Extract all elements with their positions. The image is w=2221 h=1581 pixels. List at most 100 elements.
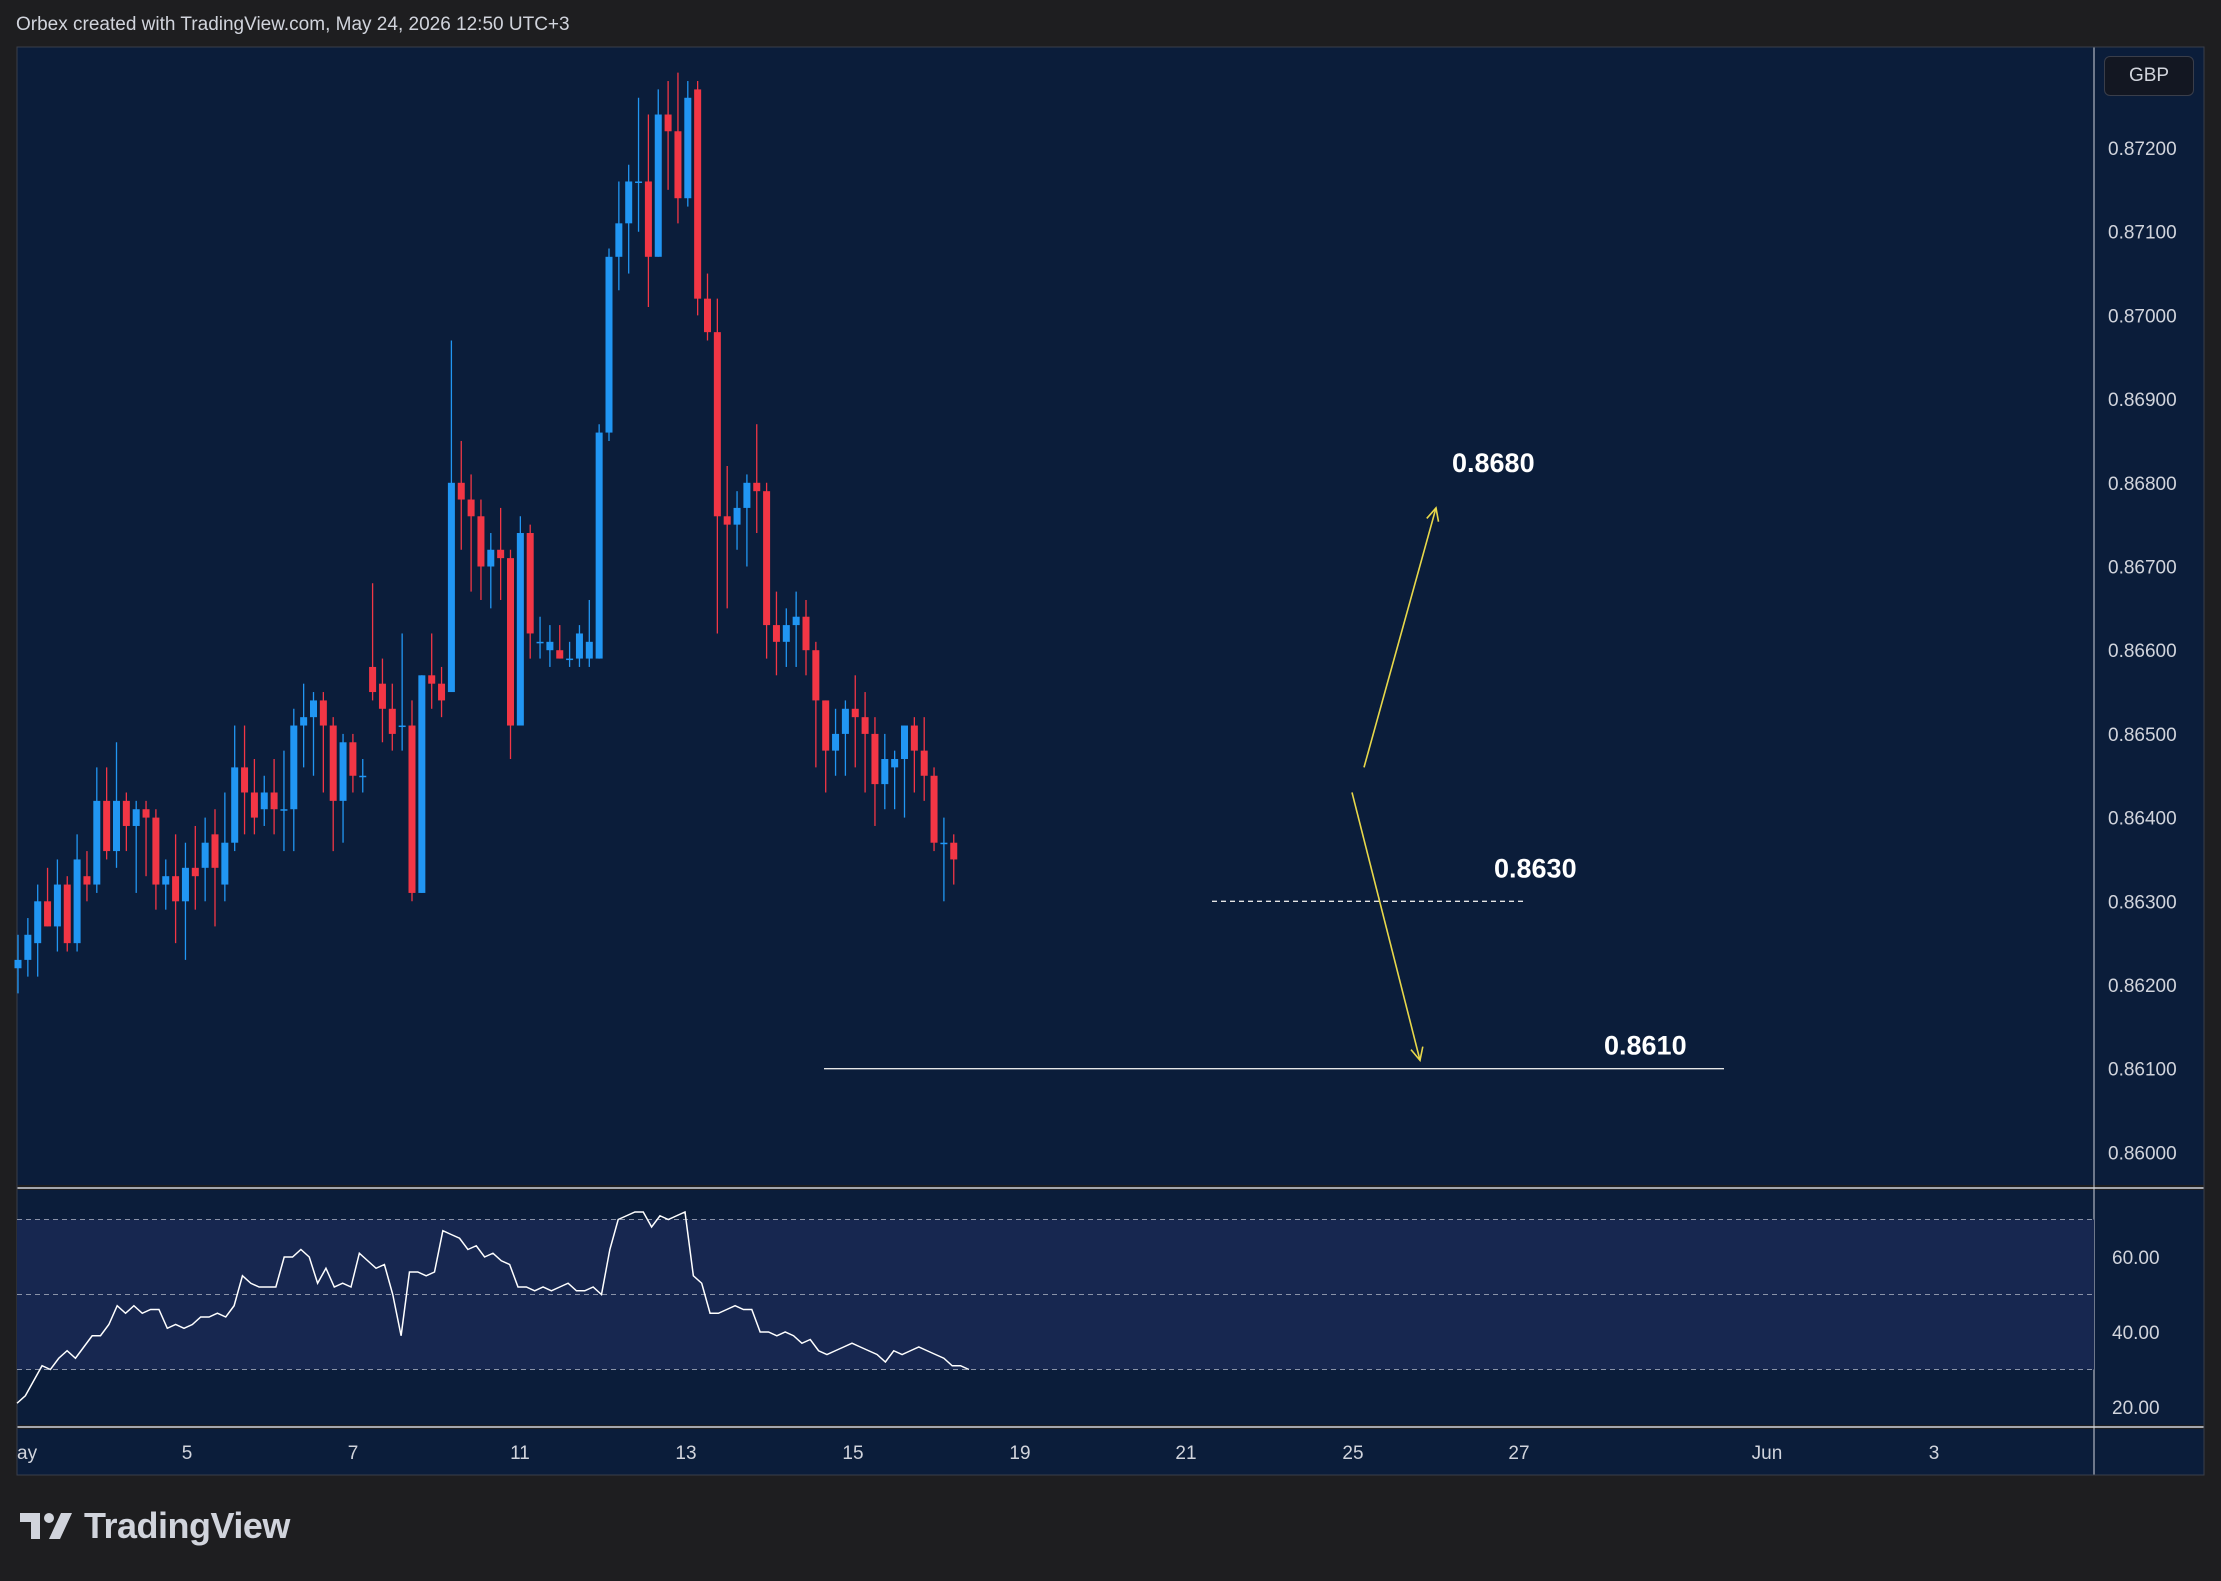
candle-body [625, 181, 633, 224]
level-label: 0.8680 [1452, 448, 1535, 478]
candle-body [63, 884, 71, 944]
candle-body [497, 549, 505, 559]
candle-body [132, 809, 140, 826]
candle-body [635, 181, 643, 183]
time-tick-label: 7 [348, 1443, 359, 1464]
candle-body [792, 616, 800, 626]
candle-body [260, 792, 268, 810]
candle-body [694, 89, 702, 299]
candle-body [201, 842, 209, 868]
candle-body [910, 725, 918, 751]
down-arrow-head [1410, 1046, 1424, 1063]
candle-body [290, 725, 298, 810]
level-label: 0.8610 [1604, 1031, 1687, 1061]
chart-caption: Orbex created with TradingView.com, May … [16, 14, 570, 35]
candle-body [14, 959, 22, 969]
candle-body [684, 97, 692, 199]
candle-body [664, 114, 672, 132]
candle-body [378, 683, 386, 709]
candle-body [44, 901, 52, 927]
candle-body [566, 658, 574, 661]
candle-body [871, 733, 879, 785]
candle-body [250, 792, 258, 818]
candle-body [585, 641, 593, 659]
candle-body [122, 800, 130, 826]
price-tick-label: 0.86100 [2108, 1060, 2177, 1081]
candle-body [802, 616, 810, 651]
candle-body [536, 641, 544, 644]
candle-body [743, 482, 751, 508]
candle-body [487, 549, 495, 567]
candle-body [83, 876, 91, 885]
rsi-tick-label: 40.00 [2112, 1323, 2160, 1344]
price-tick-label: 0.87100 [2108, 223, 2177, 244]
candle-body [832, 733, 840, 751]
rsi-axis-background [2094, 1190, 2204, 1425]
candle-body [24, 934, 32, 960]
candle-body [526, 533, 534, 634]
candle-body [891, 759, 899, 768]
candle-body [516, 533, 524, 726]
price-tick-label: 0.86000 [2108, 1143, 2177, 1164]
price-tick-label: 0.86900 [2108, 390, 2177, 411]
candle-body [841, 708, 849, 734]
candle-body [191, 867, 199, 877]
time-tick-label: 27 [1508, 1443, 1529, 1464]
rsi-tick-label: 60.00 [2112, 1248, 2160, 1269]
candle-body [113, 800, 120, 852]
tradingview-logo-text: TradingView [84, 1505, 290, 1546]
candle-body [152, 817, 160, 885]
rsi-line [16, 1210, 970, 1404]
time-tick-label: 15 [842, 1443, 863, 1464]
time-axis-corner [2094, 1429, 2204, 1475]
price-pane-background [17, 47, 2094, 1185]
candle-body [241, 767, 249, 793]
candle-body [733, 507, 741, 525]
chart-outer-border [16, 46, 2205, 1476]
price-tick-label: 0.86800 [2108, 474, 2177, 495]
price-tick-label: 0.86700 [2108, 558, 2177, 579]
candle-body [881, 759, 889, 785]
level-label: 0.8630 [1494, 853, 1577, 883]
candle-body [713, 332, 721, 517]
candle-body [674, 131, 682, 199]
candle-body [546, 641, 554, 651]
candle-body [359, 775, 367, 778]
candle-body [339, 742, 347, 801]
candle-body [822, 700, 830, 751]
price-tick-label: 0.87200 [2108, 139, 2177, 160]
time-tick-label: 11 [510, 1443, 530, 1464]
price-tick-label: 0.86400 [2108, 809, 2177, 830]
candle-body [467, 499, 475, 517]
candle-body [753, 482, 761, 492]
candle-body [73, 859, 81, 944]
candle-body [388, 708, 396, 734]
candle-body [772, 625, 780, 642]
price-tick-label: 0.86300 [2108, 892, 2177, 913]
tradingview-logo[interactable]: TradingView [20, 1505, 290, 1547]
rsi-tick-label: 20.00 [2112, 1398, 2160, 1419]
candle-body [418, 675, 426, 893]
candle-body [172, 876, 180, 902]
candle-body [723, 516, 731, 525]
candle-body [812, 650, 820, 701]
currency-button[interactable]: GBP [2104, 56, 2194, 96]
time-tick-label: 3 [1929, 1443, 1940, 1464]
candle-body [763, 491, 771, 626]
candle-body [438, 683, 446, 701]
price-tick-label: 0.86600 [2108, 641, 2177, 662]
candle-body [181, 867, 189, 902]
candle-body [930, 775, 938, 843]
tradingview-logo-icon [20, 1513, 72, 1539]
time-axis-background [17, 1429, 2094, 1475]
candle-body [142, 809, 150, 818]
candle-body [704, 298, 711, 333]
candle-body [477, 516, 485, 567]
candle-body [861, 717, 869, 734]
candle-body [940, 842, 948, 845]
candle-body [950, 842, 958, 860]
candle-body [901, 725, 908, 760]
candle-body [221, 842, 229, 885]
candle-body [644, 181, 652, 257]
